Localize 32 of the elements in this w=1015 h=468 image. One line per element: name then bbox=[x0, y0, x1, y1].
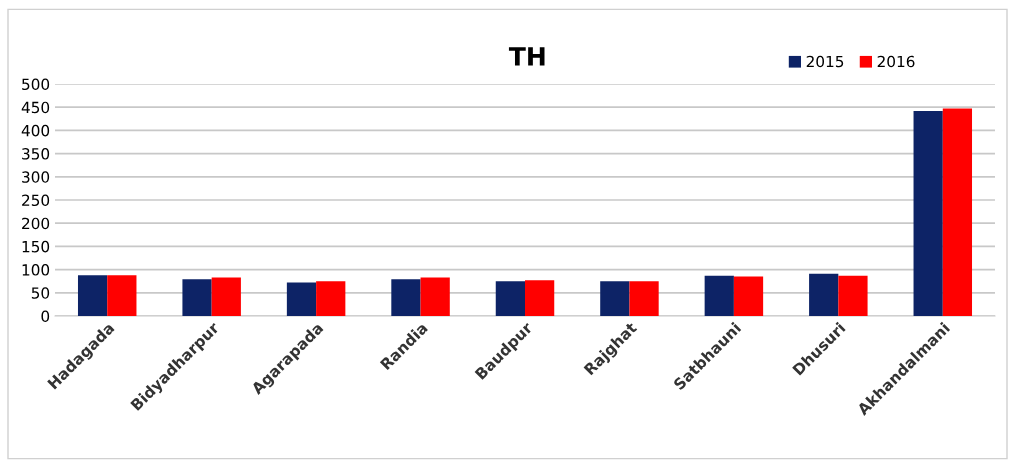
bar bbox=[182, 279, 212, 316]
y-tick-label: 100 bbox=[22, 264, 50, 276]
bar bbox=[286, 282, 317, 316]
chart-title: TH bbox=[508, 47, 545, 66]
y-tick-label: 150 bbox=[22, 240, 50, 253]
bar bbox=[107, 275, 137, 316]
bar bbox=[600, 281, 630, 316]
y-tick-label: 500 bbox=[22, 78, 50, 91]
y-tick-label: 400 bbox=[21, 124, 50, 137]
bar bbox=[838, 275, 868, 316]
y-tick-label: 200 bbox=[22, 217, 50, 230]
bar bbox=[525, 280, 555, 316]
legend-label: 2016 bbox=[877, 55, 915, 68]
bar bbox=[733, 276, 764, 316]
bar bbox=[391, 279, 421, 316]
bar bbox=[942, 108, 973, 316]
legend-label: 2015 bbox=[806, 55, 844, 68]
y-tick-label: 350 bbox=[22, 148, 50, 160]
bar bbox=[211, 277, 241, 316]
y-tick-label: 300 bbox=[22, 171, 50, 183]
y-tick-label: 250 bbox=[22, 194, 50, 207]
bar bbox=[77, 275, 108, 316]
bar bbox=[809, 273, 839, 316]
bar bbox=[704, 275, 734, 316]
bar bbox=[420, 277, 450, 316]
bar bbox=[316, 281, 346, 316]
bar bbox=[629, 281, 659, 316]
bar bbox=[495, 281, 525, 316]
y-tick-label: 50 bbox=[31, 287, 50, 299]
y-tick-label: 450 bbox=[21, 101, 50, 114]
bar bbox=[913, 110, 943, 316]
y-tick-label: 0 bbox=[41, 310, 50, 323]
